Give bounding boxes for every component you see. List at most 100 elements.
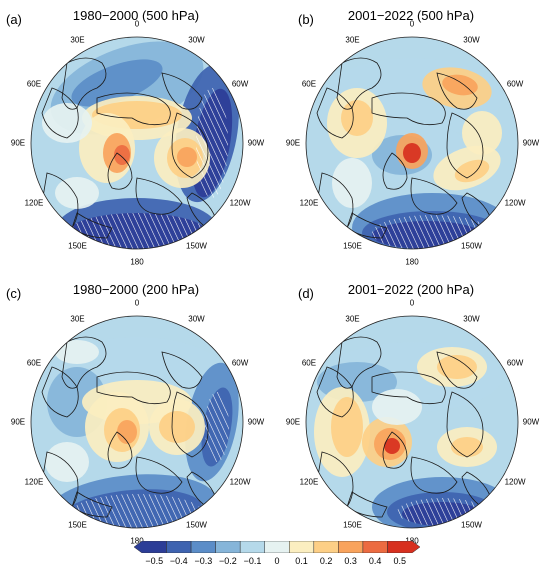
panel-c: (c) 1980−2000 (200 hPa) 0 30W 60W 90W 120W 15… [0, 270, 275, 546]
coastline [171, 112, 209, 179]
coastline [371, 92, 446, 126]
panel-label: (b) [298, 12, 314, 27]
anomaly-field [306, 316, 518, 528]
longitude-label: 90E [10, 417, 26, 427]
anomaly-region [71, 59, 163, 107]
colorbar-tick-label: −0.4 [169, 556, 188, 566]
panel-label: (c) [6, 286, 22, 301]
longitude-label: 150W [461, 520, 482, 530]
longitude-label: 150E [68, 520, 87, 530]
coastline [41, 366, 79, 418]
colorbar-tick-label: −0.2 [219, 556, 237, 566]
colorbar-segment [239, 541, 265, 553]
longitude-label: 90W [247, 138, 265, 148]
anomaly-region [55, 340, 99, 364]
colorbar-segment [264, 541, 290, 553]
colorbar-segment [166, 541, 192, 553]
map-boundary [305, 315, 519, 529]
longitude-label: 120W [504, 198, 526, 207]
longitude-label: 60W [231, 358, 249, 367]
anomaly-field [31, 316, 243, 528]
longitude-label: 60E [26, 79, 42, 88]
coastline [96, 371, 171, 405]
anomaly-region [403, 143, 421, 163]
panel-title: 1980−2000 (200 hPa) [72, 282, 200, 297]
panel-label: (a) [6, 12, 22, 27]
anomaly-region [55, 177, 99, 209]
longitude-label: 60W [231, 79, 249, 88]
longitude-label: 0 [134, 19, 140, 29]
coastline [61, 57, 107, 110]
coastline [410, 177, 458, 215]
anomaly-region [451, 437, 483, 457]
longitude-label: 30W [188, 314, 205, 324]
map-boundary [305, 36, 519, 250]
longitude-label: 150W [186, 241, 207, 251]
colorbar-tick-labels: −0.5 −0.4 −0.3 −0.2 −0.1 0 0.1 0.2 0.3 0.4 0.5 [134, 556, 420, 570]
colorbar-tick-label: −0.5 [145, 556, 164, 566]
longitude-label: 120E [24, 198, 44, 207]
colorbar-segment [289, 541, 315, 553]
longitude-label: 60W [506, 79, 524, 88]
coastline [382, 152, 408, 190]
coastline [135, 456, 183, 494]
longitude-label: 150W [186, 520, 207, 530]
colorbar-segment [134, 541, 167, 553]
coastline [107, 152, 133, 190]
coastline [410, 456, 458, 494]
coastline [41, 87, 79, 139]
colorbar-tick-label: 0.1 [295, 556, 308, 566]
longitude-label: 90W [522, 138, 540, 148]
coastline [436, 351, 478, 389]
coastlines [315, 57, 493, 239]
colorbar [134, 541, 420, 553]
longitude-label: 150W [461, 241, 482, 251]
colorbar-segment [387, 541, 420, 553]
longitude-label: 30W [188, 35, 205, 45]
anomaly-region [384, 438, 400, 454]
map-boundary [30, 315, 244, 529]
colorbar-tick-label: 0.4 [368, 556, 382, 566]
longitude-label: 30E [345, 35, 360, 45]
longitude-label: 120W [229, 477, 251, 486]
colorbar-tick-label: 0 [274, 556, 280, 566]
map-boundary [30, 36, 244, 250]
longitude-label: 150E [343, 241, 362, 251]
anomaly-region [159, 411, 195, 443]
polar-map [30, 36, 244, 250]
anomaly-region [45, 442, 89, 482]
coastline [107, 431, 133, 469]
longitude-label: 60E [301, 79, 317, 88]
anomaly-region [437, 355, 477, 379]
significance-hatch [205, 392, 229, 462]
panel-title: 2001−2022 (500 hPa) [347, 8, 475, 23]
longitude-label: 60E [26, 358, 42, 367]
longitude-label: 150E [68, 241, 87, 251]
anomaly-region [442, 74, 478, 96]
longitude-label: 30E [345, 314, 360, 324]
anomaly-region [331, 397, 363, 457]
polar-map [305, 315, 519, 529]
significance-hatch [72, 494, 202, 528]
colorbar-tick-label: 0.3 [344, 556, 357, 566]
coastline [316, 87, 354, 139]
longitude-label: 90W [247, 417, 265, 427]
coastline [446, 391, 484, 458]
panel-b: (b) 2001−2022 (500 hPa) 0 30W 60W 90W 120W 15… [275, 0, 550, 267]
panel-title: 2001−2022 (200 hPa) [347, 282, 475, 297]
significance-hatch [196, 88, 228, 198]
panel-a: (a) 1980−2000 (500 hPa) 0 30W 60W 90W 120W 15… [0, 0, 275, 267]
panel-title: 1980−2000 (500 hPa) [72, 8, 200, 23]
anomaly-region [372, 389, 422, 425]
colorbar-segment [215, 541, 241, 553]
longitude-label: 30W [463, 35, 480, 45]
coastline [96, 92, 171, 126]
anomaly-region [117, 420, 137, 444]
anomaly-field [306, 37, 518, 249]
coastline [135, 177, 183, 215]
colorbar-tick-label: −0.1 [243, 556, 262, 566]
longitude-label: 30W [463, 314, 480, 324]
colorbar-tick-label: −0.3 [194, 556, 213, 566]
coastlines [40, 57, 218, 239]
coastline [446, 112, 484, 179]
